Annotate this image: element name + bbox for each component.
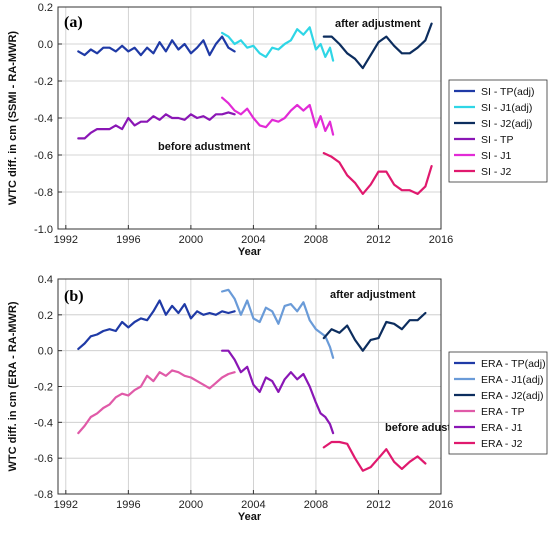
- chart-panel-a: -1.0 -0.8 -0.6 -0.4 -0.2 0.0 0.2 1992 1996 2000 20…: [7, 2, 548, 258]
- panel-label: (b): [64, 288, 84, 305]
- series-line-5: [221, 349, 335, 435]
- x-tick-label: 1992: [54, 499, 78, 511]
- legend-entry: SI - J1: [481, 150, 512, 162]
- legend-entry: ERA - J1: [481, 422, 523, 434]
- y-tick-label: 0.0: [38, 39, 53, 51]
- legend-entry: SI - J2(adj): [481, 118, 532, 130]
- legend-entry: SI - J1(adj): [481, 102, 532, 114]
- x-tick-label: 2012: [366, 499, 390, 511]
- x-tick-label: 2008: [304, 234, 328, 246]
- y-tick-label: -0.2: [34, 382, 53, 394]
- y-tick-label: -1.0: [34, 224, 53, 236]
- legend-entry: ERA - J2: [481, 438, 523, 450]
- series-line-5: [221, 96, 335, 136]
- y-tick-label: -0.4: [34, 113, 53, 125]
- series-line-3: [322, 22, 433, 70]
- series-line-3: [322, 311, 427, 352]
- legend-entry: ERA - J1(adj): [481, 374, 543, 386]
- x-tick-label: 2004: [241, 499, 265, 511]
- y-tick-label: -0.8: [34, 489, 53, 501]
- x-tick-label: 1992: [54, 234, 78, 246]
- legend-entry: ERA - J2(adj): [481, 390, 543, 402]
- y-tick-label: 0.2: [38, 310, 53, 322]
- chart-panel-b: -0.8 -0.6 -0.4 -0.2 0.0 0.2 0.4 1992 1996 2000 200…: [7, 274, 548, 523]
- x-tick-label: 1996: [116, 234, 140, 246]
- x-tick-label: 2000: [179, 234, 203, 246]
- y-axis-label: WTC diff. in cm (ERA - RA-MWR): [7, 301, 19, 471]
- y-tick-label: -0.6: [34, 150, 53, 162]
- series-line-4: [77, 111, 236, 140]
- legend-entry: ERA - TP: [481, 406, 525, 418]
- legend-frame: [448, 351, 548, 455]
- y-tick-label: -0.8: [34, 187, 53, 199]
- y-tick-label: 0.4: [38, 274, 53, 286]
- x-tick-label: 2016: [429, 499, 453, 511]
- legend: SI - TP(adj) SI - J1(adj) SI - J2(adj) SI -…: [448, 79, 548, 183]
- legend-entry: SI - TP(adj): [481, 86, 534, 98]
- x-axis-label: Year: [238, 511, 262, 523]
- x-tick-label: 2008: [304, 499, 328, 511]
- y-tick-label: -0.2: [34, 76, 53, 88]
- legend: ERA - TP(adj) ERA - J1(adj) ERA - J2(adj) E…: [448, 351, 548, 455]
- series-line-4: [77, 369, 236, 435]
- annotation-text: after adjustment: [335, 18, 421, 30]
- legend-frame: [448, 79, 548, 183]
- series-line-1: [77, 35, 236, 57]
- series-line-1: [77, 299, 236, 350]
- y-tick-label: 0.2: [38, 2, 53, 14]
- series-line-6: [322, 440, 427, 472]
- y-tick-label: 0.0: [38, 346, 53, 358]
- annotation-text: before adustment: [158, 141, 251, 153]
- x-tick-label: 2000: [179, 499, 203, 511]
- y-axis-label: WTC diff. in cm (SSMI - RA-MWR): [7, 31, 19, 205]
- x-tick-label: 2012: [366, 234, 390, 246]
- series-line-6: [322, 152, 433, 195]
- x-tick-label: 1996: [116, 499, 140, 511]
- x-axis-label: Year: [238, 246, 262, 258]
- legend-entry: ERA - TP(adj): [481, 358, 546, 370]
- panel-label: (a): [64, 14, 83, 31]
- legend-entry: SI - J2: [481, 166, 512, 178]
- y-tick-label: -0.4: [34, 417, 53, 429]
- x-tick-label: 2016: [429, 234, 453, 246]
- x-tick-label: 2004: [241, 234, 265, 246]
- series-line-2: [221, 26, 335, 62]
- annotation-text: after adjustment: [330, 289, 416, 301]
- legend-entry: SI - TP: [481, 134, 513, 146]
- series-line-2: [221, 288, 335, 359]
- y-tick-label: -0.6: [34, 453, 53, 465]
